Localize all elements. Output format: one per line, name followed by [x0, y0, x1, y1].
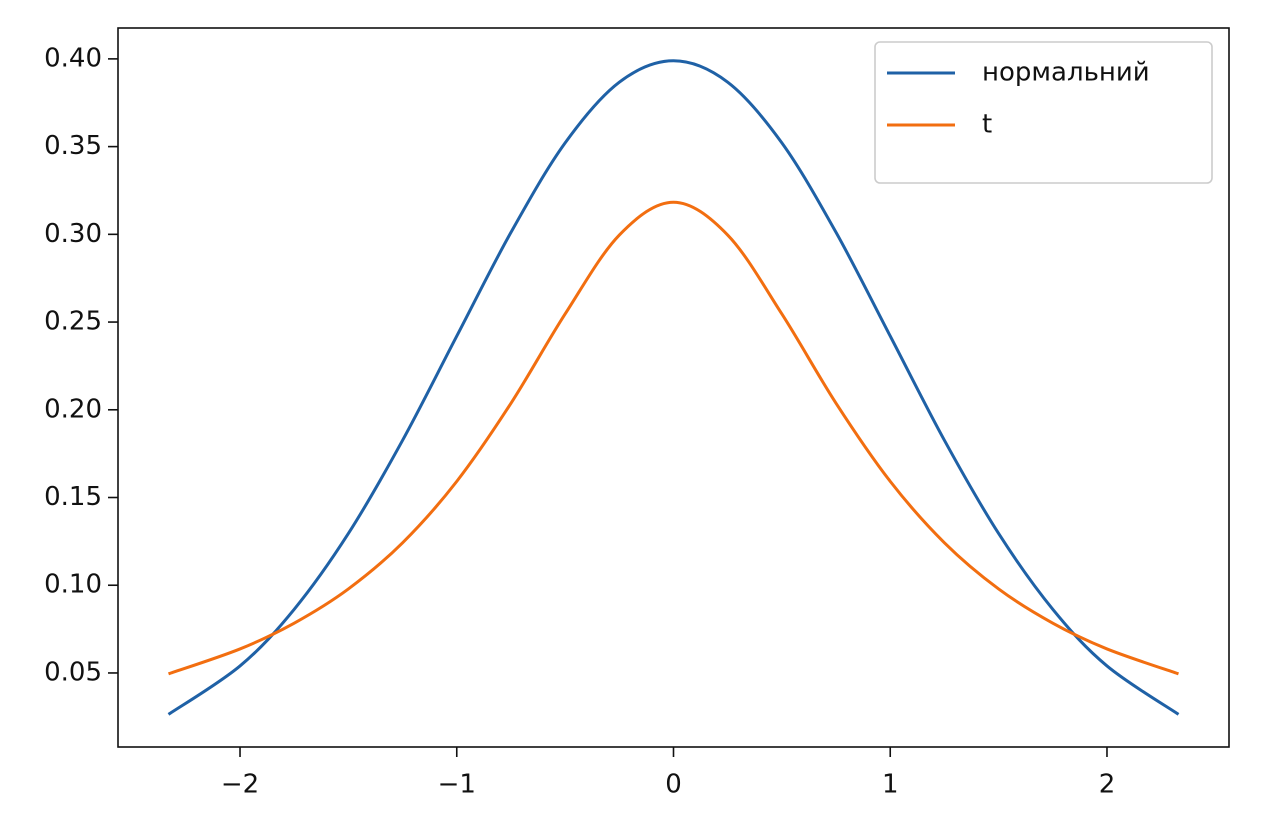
legend-label: t — [982, 110, 992, 140]
y-tick-label: 0.30 — [44, 219, 102, 249]
y-tick-label: 0.10 — [44, 570, 102, 600]
x-tick-label: −2 — [221, 770, 259, 800]
x-tick-label: 1 — [882, 770, 899, 800]
line — [168, 200, 1179, 676]
legend-box — [874, 41, 1213, 184]
y-tick-label: 0.25 — [44, 307, 102, 337]
y-tick-label: 0.35 — [44, 131, 102, 161]
y-tick-label: 0.05 — [44, 657, 102, 687]
plot-frame — [117, 27, 1230, 748]
y-tick-label: 0.40 — [44, 43, 102, 73]
y-tick-label: 0.20 — [44, 394, 102, 424]
x-tick-label: 2 — [1099, 770, 1116, 800]
line — [167, 59, 1180, 716]
y-tick-label: 0.15 — [44, 482, 102, 512]
x-tick-label: 0 — [665, 770, 682, 800]
legend: нормальний t — [874, 41, 1213, 184]
x-tick-label: −1 — [438, 770, 476, 800]
legend-label: нормальний — [982, 58, 1150, 88]
